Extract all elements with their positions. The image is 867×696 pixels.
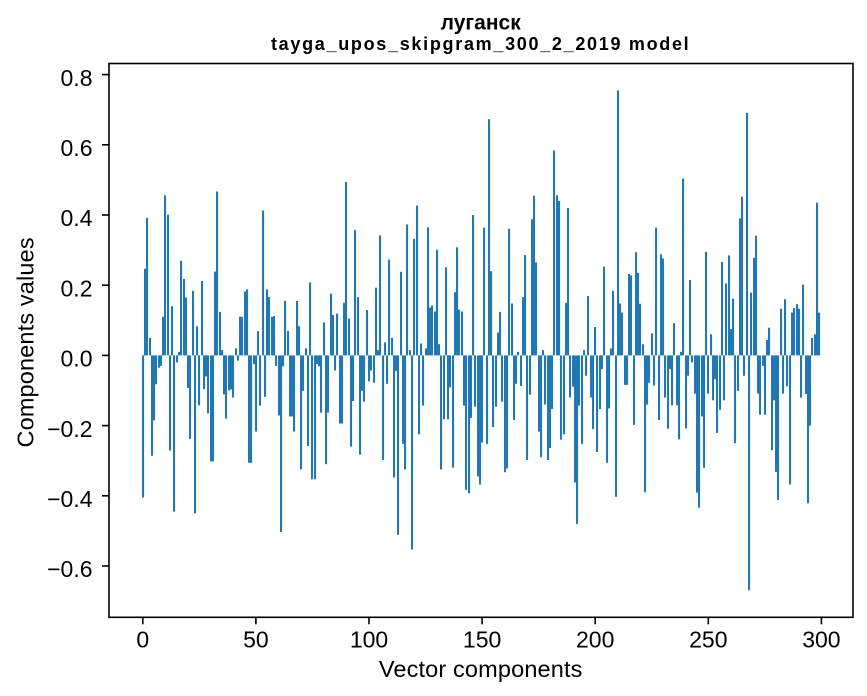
svg-text:tayga_upos_skipgram_300_2_2019: tayga_upos_skipgram_300_2_2019 model (271, 34, 690, 54)
svg-text:100: 100 (350, 627, 388, 653)
svg-text:300: 300 (802, 627, 840, 653)
svg-text:0: 0 (136, 627, 149, 653)
svg-text:Components values: Components values (13, 237, 39, 447)
svg-text:0.0: 0.0 (61, 346, 93, 372)
svg-text:0.4: 0.4 (61, 205, 93, 231)
svg-text:луганск: луганск (441, 11, 522, 34)
svg-text:0.8: 0.8 (61, 65, 93, 91)
svg-text:−0.2: −0.2 (47, 416, 92, 442)
svg-text:250: 250 (689, 627, 727, 653)
svg-text:150: 150 (463, 627, 501, 653)
svg-text:200: 200 (576, 627, 614, 653)
svg-text:Vector components: Vector components (379, 656, 583, 682)
svg-text:50: 50 (243, 627, 269, 653)
svg-text:−0.4: −0.4 (47, 486, 93, 512)
svg-text:0.2: 0.2 (61, 275, 93, 301)
svg-text:−0.6: −0.6 (47, 556, 92, 582)
svg-text:0.6: 0.6 (61, 135, 93, 161)
